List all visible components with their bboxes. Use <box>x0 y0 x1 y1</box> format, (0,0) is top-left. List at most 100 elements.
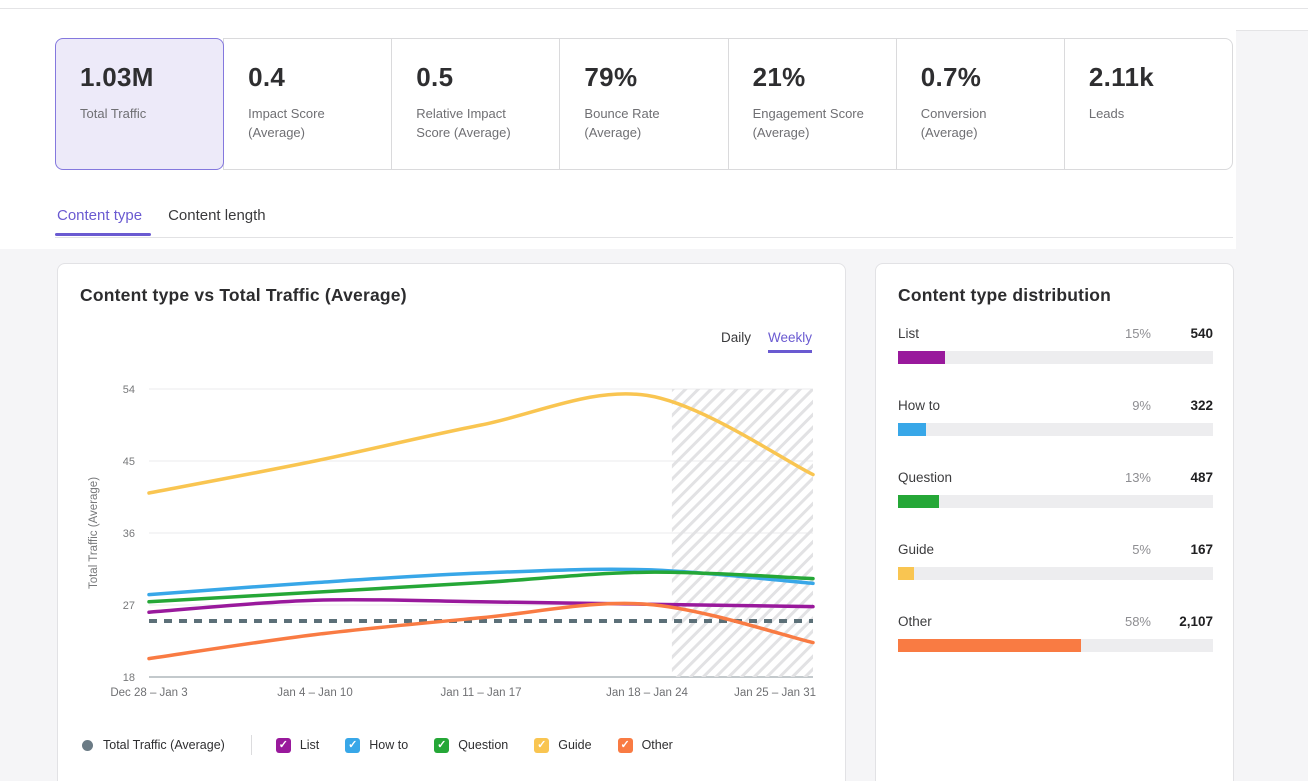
kpi-label: Relative Impact Score (Average) <box>416 106 511 140</box>
kpi-value: 21% <box>752 62 806 92</box>
total-traffic-dot-icon <box>82 739 93 751</box>
distribution-row-question: Question 13% 487 <box>898 470 1213 508</box>
distribution-value: 540 <box>1190 326 1213 341</box>
kpi-card-engagement-score-average[interactable]: 21% Engagement Score (Average) <box>727 38 897 170</box>
kpi-label: Engagement Score (Average) <box>752 106 864 140</box>
kpi-label: Bounce Rate (Average) <box>584 106 660 140</box>
distribution-row-list: List 15% 540 <box>898 326 1213 364</box>
distribution-label: List <box>898 326 920 341</box>
kpi-card-impact-score-average[interactable]: 0.4 Impact Score (Average) <box>223 38 393 170</box>
x-tick-label: Jan 25 – Jan 31 <box>734 687 816 699</box>
y-tick-label: 36 <box>123 528 135 540</box>
distribution-percent: 13% <box>1124 470 1151 485</box>
distribution-bar-fill <box>898 495 939 508</box>
distribution-bar-track <box>898 567 1213 580</box>
distribution-bar-track <box>898 495 1213 508</box>
checkbox-checked-icon[interactable]: ✓ <box>534 737 550 753</box>
top-border-strip <box>0 0 1308 9</box>
kpi-value: 0.4 <box>248 62 286 92</box>
kpi-value: 0.7% <box>920 62 982 92</box>
daily-option[interactable]: Daily <box>720 330 751 345</box>
x-tick-label: Dec 28 – Jan 3 <box>110 687 187 699</box>
distribution-bar-track <box>898 639 1213 652</box>
traffic-chart-panel: Content type vs Total Traffic (Average) … <box>57 263 846 781</box>
x-tick-label: Jan 11 – Jan 17 <box>441 687 522 699</box>
weekly-option[interactable]: Weekly <box>767 330 812 353</box>
y-tick-label: 54 <box>123 384 135 396</box>
y-tick-label: 45 <box>123 456 135 468</box>
kpi-card-conversion-average[interactable]: 0.7% Conversion (Average) <box>895 38 1065 170</box>
legend-item-total-traffic[interactable]: Total Traffic (Average) <box>82 738 225 752</box>
kpi-card-total-traffic[interactable]: 1.03M Total Traffic <box>55 38 225 170</box>
distribution-value: 167 <box>1190 542 1213 557</box>
checkbox-checked-icon[interactable]: ✓ <box>345 737 361 753</box>
granularity-toggle: Daily Weekly <box>721 330 812 353</box>
legend-item-guide[interactable]: ✓ Guide <box>534 737 592 753</box>
kpi-value: 0.5 <box>416 62 454 92</box>
distribution-bar-track <box>898 351 1213 364</box>
content-tabs: Content type Content length <box>57 207 266 224</box>
legend-item-list[interactable]: ✓ List <box>275 737 320 753</box>
line-chart[interactable]: 18 27 36 45 54 Dec 28 – Jan 3 Jan 4 – Jan 10 Ja… <box>58 374 847 719</box>
checkbox-checked-icon[interactable]: ✓ <box>275 737 291 753</box>
distribution-row-how-to: How to 9% 322 <box>898 398 1213 436</box>
series-line-question <box>147 570 815 604</box>
kpi-card-row: 1.03M Total Traffic 0.4 Impact Score (Avera… <box>55 38 1233 170</box>
distribution-bar-fill <box>898 351 946 364</box>
distribution-label: How to <box>898 398 941 413</box>
distribution-value: 322 <box>1190 398 1213 413</box>
kpi-value: 1.03M <box>80 62 154 92</box>
legend-divider <box>250 735 252 755</box>
legend-label: Guide <box>558 738 592 752</box>
distribution-row-other: Other 58% 2,107 <box>898 614 1213 652</box>
kpi-value: 2.11k <box>1088 62 1154 92</box>
y-tick-label: 18 <box>123 672 135 684</box>
x-tick-label: Jan 4 – Jan 10 <box>277 687 352 699</box>
distribution-value: 2,107 <box>1179 614 1213 629</box>
distribution-percent: 5% <box>1132 542 1151 557</box>
legend-label: List <box>299 738 320 752</box>
distribution-bar-fill <box>898 639 1081 652</box>
kpi-label: Leads <box>1088 106 1125 121</box>
active-tab-underline <box>55 233 151 236</box>
distribution-label: Other <box>898 614 932 629</box>
legend-item-how-to[interactable]: ✓ How to <box>345 737 409 753</box>
distribution-percent: 9% <box>1132 398 1151 413</box>
kpi-card-relative-impact-score-average[interactable]: 0.5 Relative Impact Score (Average) <box>391 38 561 170</box>
kpi-label: Total Traffic <box>80 106 147 121</box>
distribution-value: 487 <box>1190 470 1213 485</box>
distribution-title: Content type distribution <box>898 285 1112 305</box>
distribution-bar-fill <box>898 423 927 436</box>
distribution-row-guide: Guide 5% 167 <box>898 542 1213 580</box>
distribution-bar-fill <box>898 567 914 580</box>
distribution-percent: 15% <box>1124 326 1151 341</box>
distribution-label: Question <box>898 470 953 485</box>
legend-item-other[interactable]: ✓ Other <box>617 737 673 753</box>
legend-item-question[interactable]: ✓ Question <box>434 737 509 753</box>
forecast-hatch-region <box>671 389 813 677</box>
series-line-guide <box>147 392 815 495</box>
kpi-value: 79% <box>584 62 638 92</box>
checkbox-checked-icon[interactable]: ✓ <box>434 737 450 753</box>
legend-label: Question <box>458 738 509 752</box>
kpi-label: Impact Score (Average) <box>248 106 325 140</box>
tab-bar-divider <box>55 237 1233 238</box>
kpi-card-leads[interactable]: 2.11k Leads <box>1063 38 1233 170</box>
distribution-rows: List 15% 540 How to 9% 322 Question 13% 487 Guide… <box>898 326 1213 686</box>
legend-label: How to <box>369 738 409 752</box>
kpi-card-bounce-rate-average[interactable]: 79% Bounce Rate (Average) <box>559 38 729 170</box>
distribution-label: Guide <box>898 542 935 557</box>
series-line-list <box>147 597 815 614</box>
chart-title: Content type vs Total Traffic (Average) <box>80 285 407 305</box>
tab-content-type[interactable]: Content type <box>57 207 143 224</box>
checkbox-checked-icon[interactable]: ✓ <box>617 737 633 753</box>
legend-label: Other <box>641 738 673 752</box>
right-gutter-strip <box>1236 9 1308 31</box>
tab-content-length[interactable]: Content length <box>168 207 266 224</box>
y-tick-label: 27 <box>123 600 135 612</box>
distribution-bar-track <box>898 423 1213 436</box>
distribution-percent: 58% <box>1124 614 1151 629</box>
y-axis-title: Total Traffic (Average) <box>88 477 100 589</box>
x-tick-label: Jan 18 – Jan 24 <box>606 687 688 699</box>
